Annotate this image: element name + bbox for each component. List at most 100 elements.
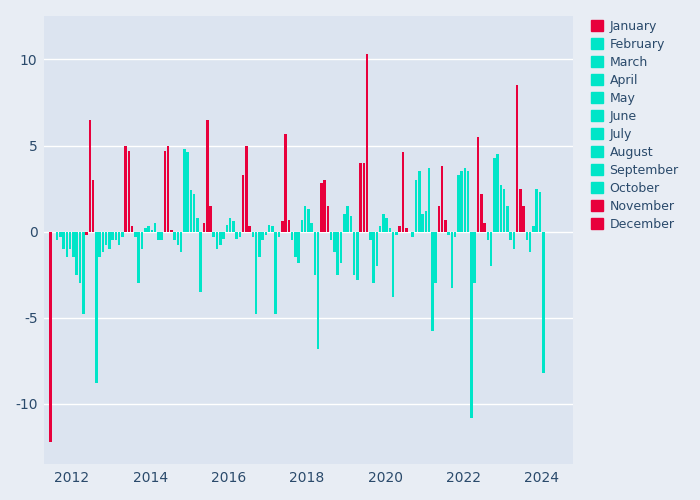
Bar bbox=[176, 232, 179, 245]
Bar bbox=[92, 180, 94, 232]
Bar bbox=[395, 232, 398, 235]
Bar bbox=[239, 232, 241, 237]
Bar bbox=[82, 232, 85, 314]
Bar bbox=[251, 232, 254, 237]
Bar bbox=[235, 232, 238, 238]
Bar bbox=[147, 226, 150, 232]
Bar bbox=[278, 232, 280, 237]
Bar bbox=[88, 120, 91, 232]
Bar bbox=[496, 154, 499, 232]
Legend: January, February, March, April, May, June, July, August, September, October, No: January, February, March, April, May, Ju… bbox=[584, 14, 685, 237]
Bar bbox=[284, 134, 287, 232]
Bar bbox=[183, 149, 186, 232]
Bar bbox=[532, 226, 535, 232]
Bar bbox=[196, 218, 199, 232]
Bar bbox=[542, 232, 545, 373]
Bar bbox=[307, 210, 309, 232]
Bar bbox=[154, 223, 156, 232]
Bar bbox=[281, 222, 284, 232]
Bar bbox=[369, 232, 372, 240]
Bar bbox=[349, 216, 352, 232]
Bar bbox=[206, 120, 209, 232]
Bar bbox=[536, 188, 538, 232]
Bar bbox=[473, 232, 476, 283]
Bar bbox=[398, 226, 401, 232]
Bar bbox=[134, 232, 136, 237]
Bar bbox=[382, 214, 385, 232]
Bar bbox=[288, 220, 290, 232]
Bar bbox=[118, 232, 120, 245]
Bar bbox=[223, 232, 225, 238]
Bar bbox=[379, 226, 382, 232]
Bar bbox=[405, 228, 407, 232]
Bar bbox=[271, 226, 274, 232]
Bar bbox=[216, 232, 218, 249]
Bar bbox=[137, 232, 140, 283]
Bar bbox=[229, 218, 231, 232]
Bar bbox=[98, 232, 101, 258]
Bar bbox=[467, 172, 470, 232]
Bar bbox=[127, 150, 130, 232]
Bar bbox=[131, 226, 134, 232]
Bar bbox=[486, 232, 489, 240]
Bar bbox=[333, 232, 336, 252]
Bar bbox=[56, 232, 58, 240]
Bar bbox=[512, 232, 515, 249]
Bar bbox=[268, 225, 270, 232]
Bar bbox=[298, 232, 300, 262]
Bar bbox=[454, 232, 456, 237]
Bar bbox=[327, 206, 329, 232]
Bar bbox=[186, 152, 189, 232]
Bar bbox=[522, 206, 525, 232]
Bar bbox=[428, 168, 430, 232]
Bar bbox=[519, 188, 522, 232]
Bar bbox=[108, 232, 111, 249]
Bar bbox=[78, 232, 81, 283]
Bar bbox=[50, 232, 52, 442]
Bar bbox=[209, 206, 212, 232]
Bar bbox=[258, 232, 260, 258]
Bar bbox=[363, 163, 365, 232]
Bar bbox=[503, 188, 505, 232]
Bar bbox=[389, 228, 391, 232]
Bar bbox=[190, 190, 193, 232]
Bar bbox=[102, 232, 104, 252]
Bar bbox=[424, 211, 427, 232]
Bar bbox=[274, 232, 277, 314]
Bar bbox=[141, 232, 144, 249]
Bar bbox=[470, 232, 473, 418]
Bar bbox=[248, 226, 251, 232]
Bar bbox=[463, 168, 466, 232]
Bar bbox=[343, 214, 346, 232]
Bar bbox=[72, 232, 75, 258]
Bar bbox=[105, 232, 107, 245]
Bar bbox=[447, 232, 450, 235]
Bar bbox=[255, 232, 258, 314]
Bar bbox=[111, 232, 114, 240]
Bar bbox=[402, 152, 405, 232]
Bar bbox=[193, 194, 195, 232]
Bar bbox=[242, 175, 244, 232]
Bar bbox=[434, 232, 437, 283]
Bar bbox=[125, 146, 127, 232]
Bar bbox=[490, 232, 492, 266]
Bar bbox=[213, 232, 215, 237]
Bar bbox=[529, 232, 531, 252]
Bar bbox=[95, 232, 97, 383]
Bar bbox=[483, 223, 486, 232]
Bar bbox=[320, 184, 323, 232]
Bar bbox=[167, 146, 169, 232]
Bar bbox=[300, 220, 303, 232]
Bar bbox=[457, 175, 460, 232]
Bar bbox=[180, 232, 183, 252]
Bar bbox=[294, 232, 297, 258]
Bar bbox=[480, 194, 482, 232]
Bar bbox=[150, 230, 153, 232]
Bar bbox=[431, 232, 433, 332]
Bar bbox=[85, 232, 88, 235]
Bar bbox=[359, 163, 362, 232]
Bar bbox=[500, 185, 502, 232]
Bar bbox=[415, 180, 417, 232]
Bar bbox=[346, 206, 349, 232]
Bar bbox=[314, 232, 316, 274]
